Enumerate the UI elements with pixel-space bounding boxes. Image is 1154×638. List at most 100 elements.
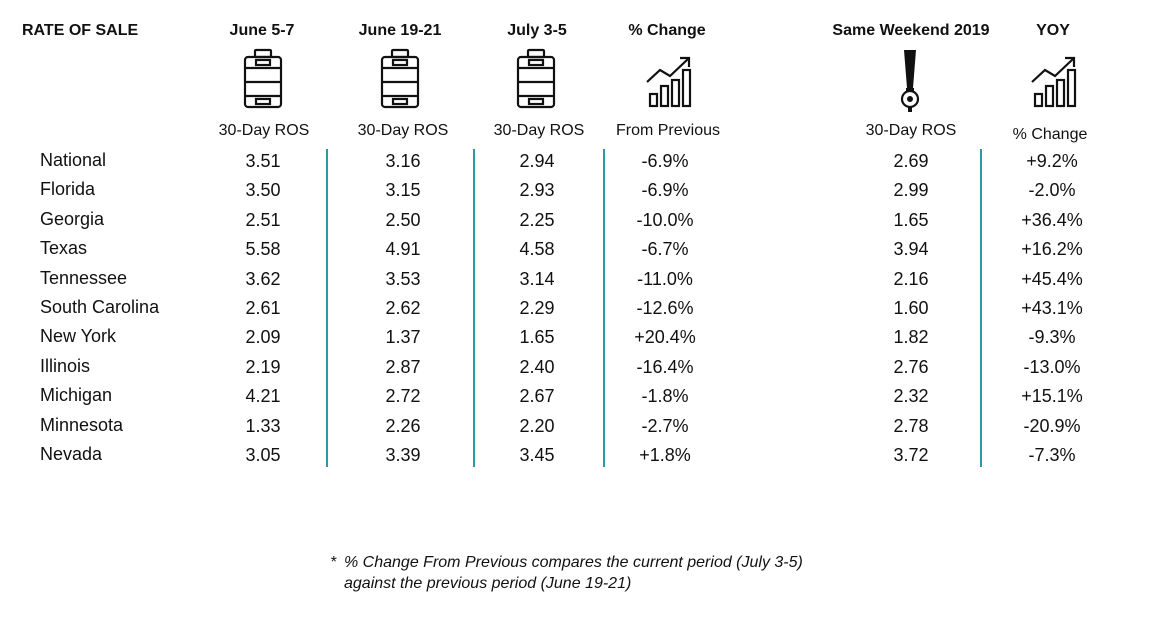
subheader-june5-7: 30-Day ROS xyxy=(218,122,310,139)
row-label: Minnesota xyxy=(40,414,124,435)
table-cell-june5-7: 2.19 xyxy=(245,356,281,377)
column-header-june5-7: June 5-7 xyxy=(229,22,295,39)
subheader-june19-21: 30-Day ROS xyxy=(357,122,449,139)
table-cell-june5-7: 3.62 xyxy=(245,268,281,289)
row-label: Georgia xyxy=(40,208,105,229)
table-cell-same-weekend-2019: 1.82 xyxy=(893,327,929,348)
footnote-marker: * xyxy=(330,554,337,571)
table-cell-june19-21: 2.50 xyxy=(385,209,421,230)
table-cell-pct-change: -6.7% xyxy=(641,239,689,260)
table-cell-pct-change: -6.9% xyxy=(641,151,689,171)
subheader-july3-5: 30-Day ROS xyxy=(493,122,585,139)
table-cell-yoy: -7.3% xyxy=(1028,445,1076,465)
column-header-same-weekend-2019: Same Weekend 2019 xyxy=(832,22,990,39)
table-cell-june19-21: 2.87 xyxy=(385,356,421,377)
row-label: New York xyxy=(40,326,117,347)
table-cell-same-weekend-2019: 3.94 xyxy=(893,239,929,260)
table-cell-same-weekend-2019: 1.60 xyxy=(893,298,929,318)
table-cell-june19-21: 3.16 xyxy=(385,151,421,171)
table-cell-yoy: -20.9% xyxy=(1023,415,1081,436)
growth-chart-icon xyxy=(1031,56,1077,108)
row-label: Nevada xyxy=(40,444,103,464)
table-cell-pct-change: -12.6% xyxy=(636,298,694,318)
table-cell-pct-change: -2.7% xyxy=(641,415,689,436)
table-cell-same-weekend-2019: 1.65 xyxy=(893,209,929,230)
table-cell-june5-7: 2.09 xyxy=(245,327,281,348)
table-cell-june19-21: 1.37 xyxy=(385,327,421,348)
subheader-same-weekend-2019: 30-Day ROS xyxy=(865,122,957,139)
table-cell-yoy: +43.1% xyxy=(1021,298,1083,318)
table-cell-june5-7: 5.58 xyxy=(245,239,281,260)
table-cell-july3-5: 2.25 xyxy=(519,209,555,230)
table-cell-same-weekend-2019: 2.16 xyxy=(893,268,929,289)
table-cell-july3-5: 3.14 xyxy=(519,268,555,289)
row-label: Texas xyxy=(40,238,88,259)
table-cell-pct-change: -16.4% xyxy=(636,356,694,377)
table-cell-july3-5: 4.58 xyxy=(519,239,555,260)
table-cell-yoy: +45.4% xyxy=(1021,268,1083,289)
table-cell-june5-7: 3.05 xyxy=(245,445,281,465)
table-cell-pct-change: +20.4% xyxy=(634,327,696,348)
table-cell-same-weekend-2019: 2.69 xyxy=(893,151,929,171)
table-cell-yoy: +15.1% xyxy=(1021,386,1083,407)
table-cell-july3-5: 2.40 xyxy=(519,356,555,377)
column-header-june19-21: June 19-21 xyxy=(358,22,442,39)
table-cell-yoy: +16.2% xyxy=(1021,239,1083,260)
subheader-pct-change: From Previous xyxy=(615,122,721,139)
keg-icon xyxy=(243,48,283,109)
table-cell-june5-7: 1.33 xyxy=(245,415,281,436)
table-cell-pct-change: -6.9% xyxy=(641,180,689,201)
table-cell-july3-5: 3.45 xyxy=(519,445,555,465)
table-cell-june5-7: 3.50 xyxy=(245,180,281,201)
table-cell-june19-21: 2.26 xyxy=(385,415,421,436)
table-cell-same-weekend-2019: 2.78 xyxy=(893,415,929,436)
row-label: National xyxy=(40,150,107,170)
column-divider xyxy=(603,149,605,467)
table-cell-june19-21: 3.15 xyxy=(385,180,421,201)
table-cell-yoy: -13.0% xyxy=(1023,356,1081,377)
row-label: South Carolina xyxy=(40,297,160,317)
table-title: RATE OF SALE xyxy=(22,22,139,39)
table-cell-yoy: -2.0% xyxy=(1028,180,1076,201)
row-label: Florida xyxy=(40,179,96,200)
table-cell-june19-21: 3.53 xyxy=(385,268,421,289)
table-cell-july3-5: 1.65 xyxy=(519,327,555,348)
table-cell-pct-change: -1.8% xyxy=(641,386,689,407)
table-cell-june19-21: 4.91 xyxy=(385,239,421,260)
column-divider xyxy=(326,149,328,467)
column-header-pct-change: % Change xyxy=(628,22,706,39)
table-cell-july3-5: 2.29 xyxy=(519,298,555,318)
keg-icon xyxy=(380,48,420,109)
column-header-july3-5: July 3-5 xyxy=(507,22,567,39)
subheader-yoy: % Change xyxy=(1012,126,1088,143)
column-divider xyxy=(980,149,982,467)
table-cell-pct-change: +1.8% xyxy=(639,445,691,465)
table-cell-june19-21: 3.39 xyxy=(385,445,421,465)
table-cell-same-weekend-2019: 2.76 xyxy=(893,356,929,377)
growth-chart-icon xyxy=(646,56,692,108)
table-cell-same-weekend-2019: 3.72 xyxy=(893,445,929,465)
row-label: Tennessee xyxy=(40,267,128,288)
column-divider xyxy=(473,149,475,467)
table-cell-same-weekend-2019: 2.99 xyxy=(893,180,929,201)
table-cell-yoy: -9.3% xyxy=(1028,327,1076,348)
footnote-line-2: against the previous period (June 19-21) xyxy=(344,575,632,592)
column-header-yoy: YOY xyxy=(1036,22,1070,39)
table-cell-june19-21: 2.62 xyxy=(385,298,421,318)
table-cell-june5-7: 4.21 xyxy=(245,386,281,407)
table-cell-july3-5: 2.93 xyxy=(519,180,555,201)
table-cell-june5-7: 2.51 xyxy=(245,209,281,230)
table-cell-june5-7: 2.61 xyxy=(245,298,281,318)
table-cell-july3-5: 2.94 xyxy=(519,151,555,171)
keg-icon xyxy=(516,48,556,109)
table-cell-yoy: +36.4% xyxy=(1021,209,1083,230)
table-cell-pct-change: -11.0% xyxy=(637,268,693,289)
row-label: Illinois xyxy=(40,355,91,376)
table-cell-yoy: +9.2% xyxy=(1026,151,1078,171)
table-cell-june19-21: 2.72 xyxy=(385,386,421,407)
table-cell-june5-7: 3.51 xyxy=(245,151,281,171)
table-cell-july3-5: 2.20 xyxy=(519,415,555,436)
row-label: Michigan xyxy=(40,385,113,406)
table-cell-july3-5: 2.67 xyxy=(519,386,555,407)
beer-tap-icon xyxy=(900,50,920,112)
